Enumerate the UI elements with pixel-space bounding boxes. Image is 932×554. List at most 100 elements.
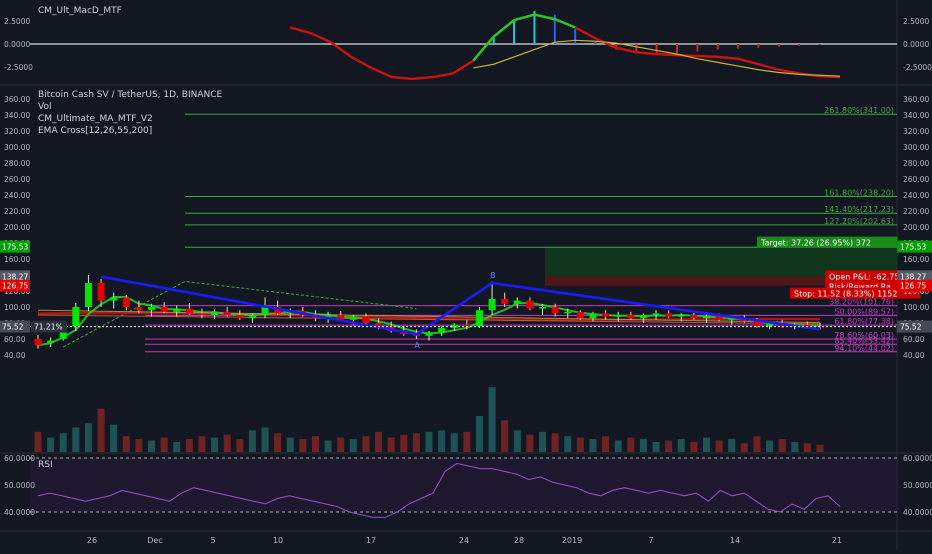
candle-body (665, 313, 673, 317)
price-badge-left: 138.27 (2, 272, 28, 281)
volume-bar (122, 436, 130, 452)
macd-histogram-bar (757, 44, 760, 48)
candle-body (122, 297, 130, 307)
time-tick-label: 14 (730, 536, 740, 545)
time-tick-label: 2019 (562, 536, 582, 545)
volume-bar (639, 439, 647, 452)
position-open-pl-label: Open P&L: -62.75 (829, 272, 899, 281)
candle-body (614, 315, 622, 317)
candle-body (72, 307, 80, 327)
price-tick-label: 360.00 (903, 95, 929, 104)
volume-bar (450, 433, 458, 452)
volume-bar (803, 443, 811, 452)
rsi-line (37, 462, 841, 518)
volume-bar (324, 440, 332, 452)
macd-series-line (473, 39, 841, 77)
candle-body (47, 340, 55, 343)
candle-body (173, 308, 181, 312)
volume-bar (286, 437, 294, 452)
price-badge: 126.75 (900, 282, 926, 291)
candle-body (639, 315, 647, 319)
price-badge-left-bg (0, 279, 30, 292)
fib-level-label: 61.80%(77.38) (834, 317, 894, 326)
candle-body (97, 283, 105, 301)
volume-bar (84, 423, 92, 452)
macd-histogram-bar (737, 44, 740, 49)
rsi-tick-label-left: 50.0000 (4, 481, 35, 490)
volume-bar (362, 436, 370, 452)
volume-bar (34, 431, 42, 452)
price-tick-label: 220.00 (903, 207, 929, 216)
price-tick-label-left: 100.00 (4, 303, 30, 312)
moving-average-line (37, 309, 821, 324)
candle-body (475, 310, 483, 327)
candle-body (816, 326, 824, 328)
macd-histogram-bar (716, 44, 719, 50)
volume-bar (551, 433, 559, 452)
price-tick-label-left: 240.00 (4, 191, 30, 200)
candle-body (148, 307, 156, 311)
price-tick-label-left: 200.00 (4, 223, 30, 232)
volume-bar (261, 427, 269, 452)
moving-average-line (37, 311, 821, 321)
rsi-tick-label: 40.0000 (903, 508, 932, 517)
volume-bar (614, 440, 622, 452)
volume-bar (589, 439, 597, 452)
pattern-label-b: B (490, 271, 496, 280)
price-tick-label-left: 280.00 (4, 159, 30, 168)
candle-body (84, 283, 92, 307)
macd-tick-label: 2.5000 (903, 17, 929, 26)
price-badge-bg (897, 240, 932, 253)
volume-bar (513, 430, 521, 452)
candle-body (236, 315, 244, 319)
candle-body (513, 300, 521, 304)
volume-bar (236, 439, 244, 452)
vol-title: Vol (38, 102, 52, 112)
volume-bar (248, 430, 256, 452)
macd-tick-label-left: -2.5000 (4, 63, 33, 72)
volume-bar (211, 437, 219, 452)
candle-body (110, 297, 118, 301)
macd-histogram-bar (492, 36, 495, 44)
volume-bar (627, 437, 635, 452)
candle-body (539, 307, 547, 309)
price-badge: 138.27 (900, 272, 926, 281)
fib-level-label: 50.00%(89.57) (834, 307, 894, 316)
macd-histogram-bar (635, 44, 638, 54)
volume-bar (665, 440, 673, 452)
price-tick-label: 300.00 (903, 143, 929, 152)
macd-histogram-bar (777, 44, 780, 47)
volume-bar (702, 437, 710, 452)
axes: 2.5000 2.5000 0.0000 0.0000 -2.5000 -2.5000 36… (0, 17, 932, 545)
volume-bar (778, 439, 786, 452)
candle-body (488, 299, 496, 311)
price-tick-label-left: 60.00 (4, 335, 26, 344)
position-stop-zone (545, 276, 897, 286)
candle-body (34, 339, 42, 346)
volume-bar (564, 436, 572, 452)
main-title: Bitcoin Cash SV / TetherUS, 1D, BINANCE (38, 90, 223, 100)
volume-bar (299, 439, 307, 452)
candle-body (261, 307, 269, 315)
macd-histogram-bar (513, 20, 516, 44)
rsi-tick-label-left: 40.0000 (4, 508, 35, 517)
price-tick-label-left: 300.00 (4, 143, 30, 152)
macd-tick-label: -2.5000 (903, 63, 932, 72)
volume-bar (791, 441, 799, 452)
price-tick-label: 340.00 (903, 111, 929, 120)
price-tick-label: 160.00 (903, 255, 929, 264)
volume-bar (375, 431, 383, 452)
fib-level-label: 94.10%(44.02) (834, 344, 894, 353)
volume-bar (274, 433, 282, 452)
candle-body (501, 299, 509, 304)
position-target-label-bg (757, 236, 898, 248)
price-badge: 175.53 (900, 243, 926, 252)
candle-body (160, 307, 168, 312)
candle-body (375, 323, 383, 327)
left-percent-badge-bg (31, 320, 67, 333)
price-badge-left: 126.75 (2, 282, 28, 291)
candle-body (211, 311, 219, 315)
volume-bar (488, 387, 496, 452)
candle-body (576, 311, 584, 319)
